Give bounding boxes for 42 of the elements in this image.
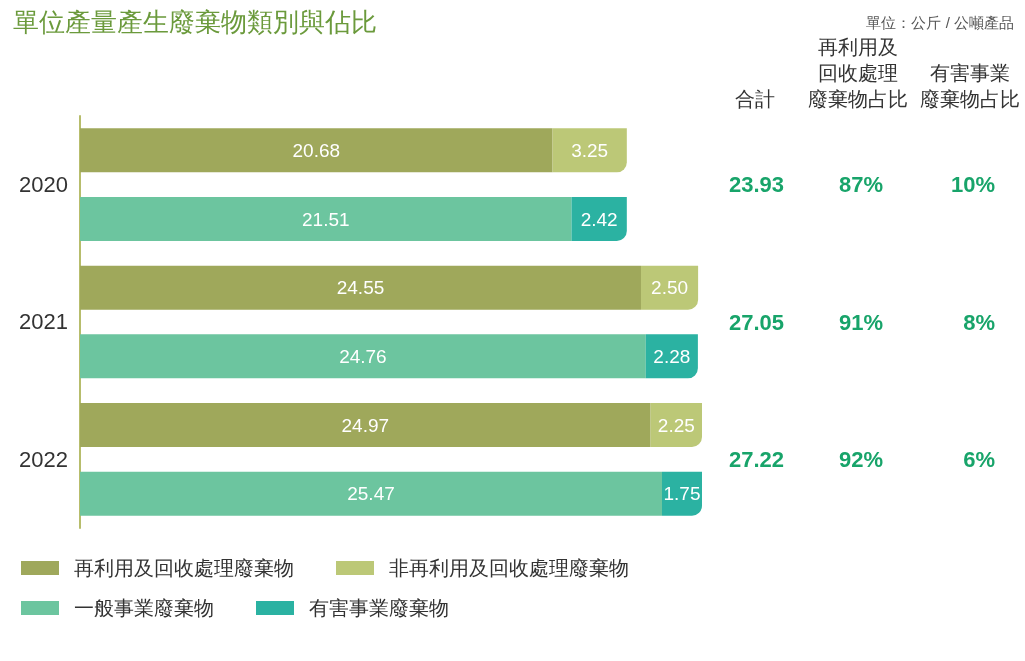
bar xyxy=(80,403,651,447)
bar xyxy=(80,334,646,379)
data-label: 25.47 xyxy=(347,483,395,505)
text: 8% xyxy=(963,309,995,335)
legend-label: 再利用及回收處理廢棄物 xyxy=(74,557,294,579)
data-label: 2.28 xyxy=(653,345,691,367)
y-tick-label: 2020 xyxy=(19,172,68,198)
bar xyxy=(640,265,699,310)
text: 再利用及回收處理廢棄物占比 xyxy=(808,36,908,110)
y-tick-label: 2021 xyxy=(19,309,68,335)
data-label: 24.55 xyxy=(336,277,385,299)
bar xyxy=(80,471,663,516)
legend-label: 有害事業廢棄物 xyxy=(309,597,449,619)
text: 10% xyxy=(950,172,995,198)
text: 27.05 xyxy=(728,309,784,335)
bar xyxy=(571,197,627,241)
data-label: 20.68 xyxy=(292,139,341,161)
text: 92% xyxy=(838,446,883,472)
data-label: 2.42 xyxy=(580,208,618,230)
text: 單位：公斤 / 公噸產品 xyxy=(866,14,1015,31)
text: 87% xyxy=(838,172,883,198)
chart-title: 單位產量產生廢棄物類別與佔比 xyxy=(13,7,377,37)
legend-label: 非再利用及回收處理廢棄物 xyxy=(389,557,629,579)
text: 27.22 xyxy=(728,446,784,472)
data-label: 1.75 xyxy=(663,483,701,505)
data-label: 2.50 xyxy=(651,277,689,299)
data-label: 24.76 xyxy=(339,345,387,367)
bar xyxy=(80,197,572,241)
text: 91% xyxy=(838,309,883,335)
data-label: 2.25 xyxy=(657,414,695,436)
data-label: 24.97 xyxy=(341,414,390,436)
y-tick-label: 2022 xyxy=(19,446,68,472)
bar xyxy=(80,265,641,310)
text: 23.93 xyxy=(728,172,784,198)
text: 有害事業廢棄物占比 xyxy=(920,62,1020,110)
legend-label: 一般事業廢棄物 xyxy=(74,597,214,619)
text: 合計 xyxy=(735,88,775,110)
data-label: 21.51 xyxy=(301,208,350,230)
bar xyxy=(80,128,553,173)
data-label: 3.25 xyxy=(571,139,609,161)
text: 6% xyxy=(963,446,995,472)
bar xyxy=(552,128,627,173)
